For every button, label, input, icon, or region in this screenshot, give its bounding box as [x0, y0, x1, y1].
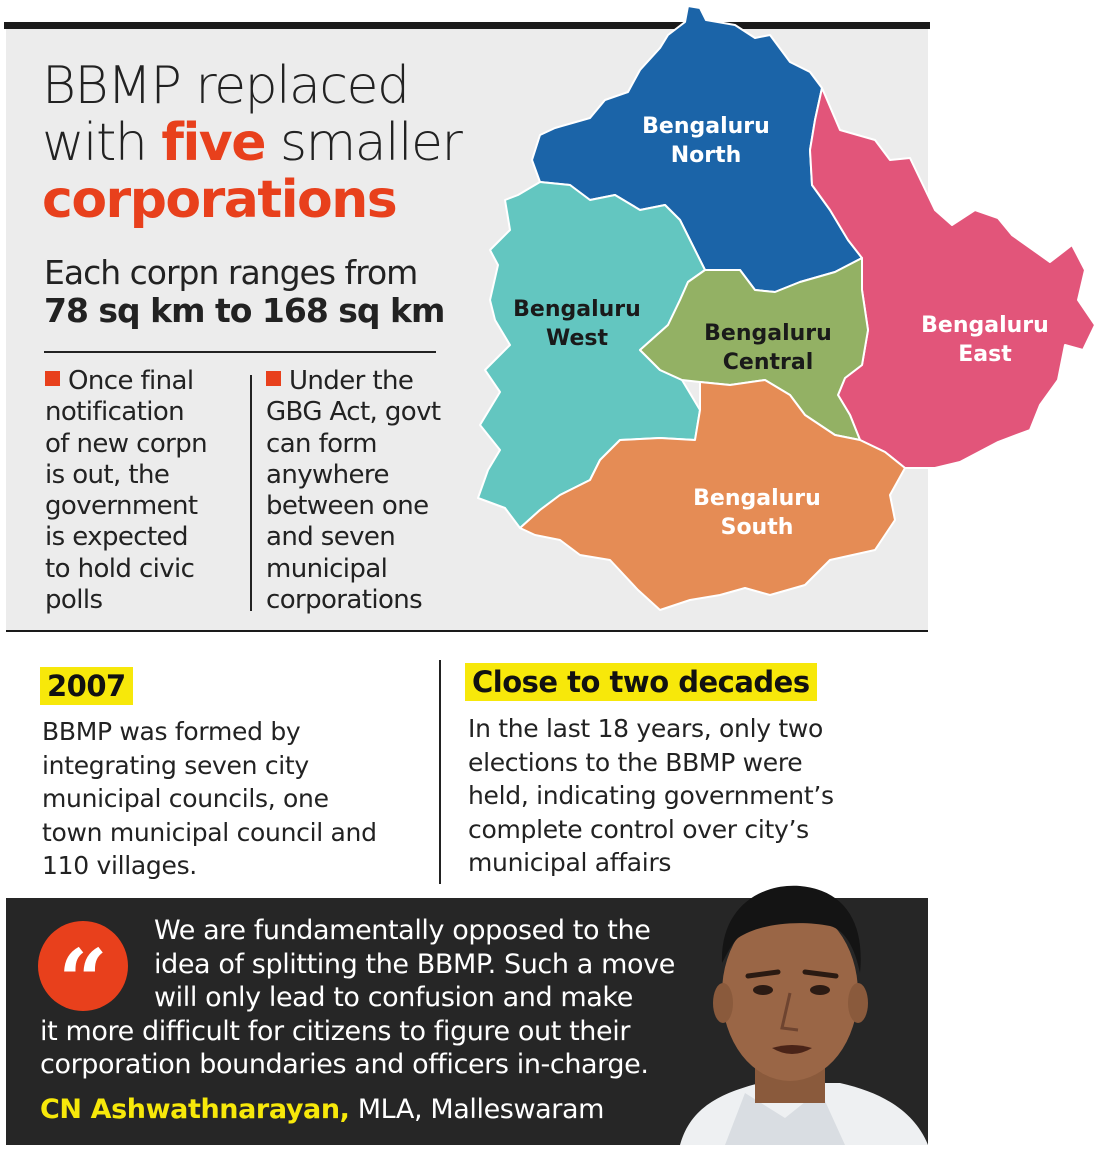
fact-tag-2007: 2007: [40, 667, 133, 705]
label-south-1: Bengaluru: [693, 486, 821, 511]
note-left: Once final notification of new corpn is …: [45, 366, 208, 616]
fact-line: In the last 18 years, only two: [468, 714, 824, 743]
fact-line: town municipal council and: [42, 817, 377, 847]
label-west-2: West: [546, 326, 608, 351]
quote-line: We are fundamentally opposed to the: [154, 915, 651, 946]
headline-line-1: BBMP replaced: [42, 56, 410, 116]
fact-text-right: In the last 18 years, only two elections…: [468, 712, 834, 880]
label-central-1: Bengaluru: [704, 321, 832, 346]
note-line: municipal: [266, 553, 388, 584]
note-text: Once final: [68, 366, 194, 396]
note-line: polls: [45, 585, 103, 616]
fact-line: held, indicating government’s: [468, 781, 834, 810]
section-divider: [6, 630, 928, 632]
column-divider: [250, 375, 252, 611]
note-line: notification: [45, 397, 185, 428]
label-north-1: Bengaluru: [642, 114, 770, 139]
quote-line: it more difficult for citizens to figure…: [40, 1015, 631, 1047]
quote-line: will only lead to confusion and make: [154, 982, 633, 1014]
note-line: corporations: [266, 585, 423, 616]
headline-text: smaller: [264, 113, 463, 173]
fact-text-left: BBMP was formed by integrating seven cit…: [42, 715, 377, 883]
label-south-2: South: [721, 515, 794, 540]
note-line: Once final: [45, 366, 207, 397]
headline: BBMP replaced with five smaller corporat…: [42, 58, 522, 229]
subheadline-line-2: 78 sq km to 168 sq km: [44, 291, 445, 330]
quote-attribution: CN Ashwathnarayan, MLA, Malleswaram: [40, 1094, 604, 1125]
fact-line: elections to the BBMP were: [468, 747, 803, 777]
note-line: Under the: [266, 366, 440, 397]
label-central-2: Central: [723, 350, 813, 375]
note-line: can form: [266, 428, 377, 459]
note-line: GBG Act, govt: [266, 397, 441, 428]
label-east-1: Bengaluru: [921, 313, 1049, 338]
speaker-portrait: [680, 885, 928, 1145]
bullet-square-icon: [266, 371, 281, 386]
divider: [44, 351, 436, 353]
fact-line: complete control over city’s: [468, 814, 809, 844]
headline-accent: five: [161, 113, 266, 173]
label-east-2: East: [958, 342, 1012, 367]
corporations-map: Bengaluru North Bengaluru East Bengaluru…: [477, 5, 1096, 611]
note-right: Under the GBG Act, govt can form anywher…: [266, 366, 441, 616]
note-line: anywhere: [266, 459, 389, 490]
note-line: government: [45, 491, 198, 522]
fact-line: 110 villages.: [42, 851, 197, 880]
bullet-square-icon: [45, 371, 60, 386]
headline-text: with: [42, 113, 162, 173]
fact-tag-decades: Close to two decades: [465, 663, 817, 701]
fact-line: BBMP was formed by: [42, 717, 301, 746]
note-line: is expected: [45, 522, 188, 553]
label-west-1: Bengaluru: [513, 297, 641, 322]
region-bengaluru-south: [519, 379, 906, 611]
fact-line: municipal councils, one: [42, 784, 329, 813]
label-north-2: North: [671, 143, 742, 168]
quote-line: idea of splitting the BBMP. Such a move: [154, 948, 675, 980]
note-line: of new corpn: [45, 428, 208, 459]
speaker-role: MLA, Malleswaram: [349, 1094, 605, 1125]
headline-line-2: with five smaller: [42, 115, 522, 172]
speaker-name: CN Ashwathnarayan,: [40, 1094, 350, 1125]
note-text: Under the: [289, 366, 414, 396]
fact-line: municipal affairs: [468, 848, 672, 877]
map-labels: Bengaluru North Bengaluru East Bengaluru…: [513, 114, 1049, 540]
note-line: and seven: [266, 522, 396, 553]
headline-line-3: corporations: [42, 170, 398, 230]
top-rule: [4, 22, 930, 29]
fact-line: integrating seven city: [42, 750, 309, 780]
note-line: between one: [266, 491, 429, 522]
subheadline-line-1: Each corpn ranges from: [44, 253, 418, 292]
subheadline: Each corpn ranges from 78 sq km to 168 s…: [44, 253, 445, 330]
quote-line: corporation boundaries and officers in-c…: [40, 1049, 649, 1081]
quote-text: We are fundamentally opposed to the idea…: [40, 914, 740, 1082]
facts-divider: [439, 660, 441, 884]
note-line: to hold civic: [45, 553, 195, 584]
note-line: is out, the: [45, 459, 170, 490]
